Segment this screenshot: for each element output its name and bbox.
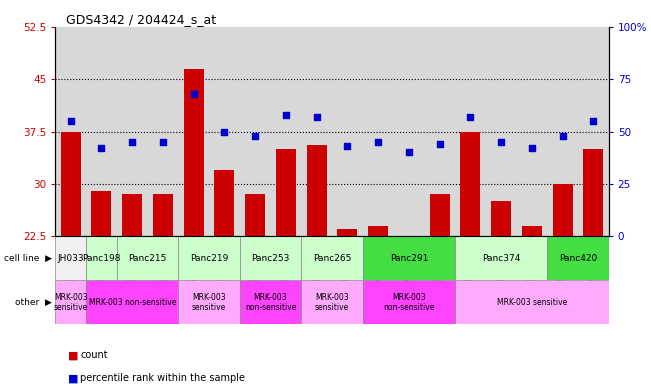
Point bbox=[189, 91, 199, 97]
Bar bbox=[122, 194, 142, 236]
Point bbox=[496, 139, 506, 145]
Point bbox=[219, 128, 230, 135]
Bar bbox=[455, 236, 547, 280]
Text: MRK-003
sensitive: MRK-003 sensitive bbox=[192, 293, 226, 312]
Text: Panc420: Panc420 bbox=[559, 254, 597, 263]
Point bbox=[127, 139, 137, 145]
Text: Panc291: Panc291 bbox=[390, 254, 428, 263]
Bar bbox=[363, 280, 455, 324]
Bar bbox=[153, 194, 173, 236]
Point bbox=[527, 145, 537, 151]
Point bbox=[311, 114, 322, 120]
Bar bbox=[368, 226, 388, 236]
Bar bbox=[363, 236, 455, 280]
Bar bbox=[240, 280, 301, 324]
Text: MRK-003
sensitive: MRK-003 sensitive bbox=[53, 293, 88, 312]
Bar bbox=[245, 194, 265, 236]
Bar bbox=[301, 236, 363, 280]
Bar bbox=[178, 236, 240, 280]
Bar bbox=[55, 280, 86, 324]
Text: Panc219: Panc219 bbox=[190, 254, 229, 263]
Text: Panc374: Panc374 bbox=[482, 254, 520, 263]
Text: Panc215: Panc215 bbox=[128, 254, 167, 263]
Bar bbox=[86, 236, 117, 280]
Point bbox=[373, 139, 383, 145]
Point bbox=[342, 143, 353, 149]
Text: MRK-003
non-sensitive: MRK-003 non-sensitive bbox=[383, 293, 435, 312]
Bar bbox=[61, 131, 81, 236]
Bar bbox=[178, 280, 240, 324]
Point bbox=[250, 132, 260, 139]
Point bbox=[66, 118, 76, 124]
Text: MRK-003 sensitive: MRK-003 sensitive bbox=[497, 298, 567, 307]
Text: Panc253: Panc253 bbox=[251, 254, 290, 263]
Point bbox=[404, 149, 414, 156]
Point bbox=[588, 118, 598, 124]
Bar bbox=[430, 194, 450, 236]
Bar bbox=[522, 226, 542, 236]
Bar bbox=[455, 280, 609, 324]
Bar bbox=[547, 236, 609, 280]
Bar bbox=[240, 236, 301, 280]
Point bbox=[96, 145, 107, 151]
Text: Panc198: Panc198 bbox=[82, 254, 120, 263]
Text: GDS4342 / 204424_s_at: GDS4342 / 204424_s_at bbox=[66, 13, 217, 26]
Point bbox=[281, 112, 291, 118]
Text: Panc265: Panc265 bbox=[313, 254, 351, 263]
Bar bbox=[86, 280, 178, 324]
Text: JH033: JH033 bbox=[57, 254, 84, 263]
Text: MRK-003
non-sensitive: MRK-003 non-sensitive bbox=[245, 293, 296, 312]
Bar bbox=[55, 236, 86, 280]
Bar bbox=[214, 170, 234, 236]
Bar bbox=[307, 146, 327, 236]
Point bbox=[557, 132, 568, 139]
Text: ■: ■ bbox=[68, 350, 79, 360]
Bar bbox=[460, 131, 480, 236]
Bar bbox=[184, 69, 204, 236]
Bar bbox=[301, 280, 363, 324]
Point bbox=[434, 141, 445, 147]
Text: ■: ■ bbox=[68, 373, 79, 383]
Text: MRK-003
sensitive: MRK-003 sensitive bbox=[315, 293, 349, 312]
Text: MRK-003 non-sensitive: MRK-003 non-sensitive bbox=[89, 298, 176, 307]
Bar bbox=[491, 201, 511, 236]
Bar bbox=[337, 229, 357, 236]
Bar bbox=[91, 191, 111, 236]
Point bbox=[158, 139, 168, 145]
Bar bbox=[117, 236, 178, 280]
Bar bbox=[583, 149, 603, 236]
Text: cell line  ▶: cell line ▶ bbox=[4, 254, 52, 263]
Text: percentile rank within the sample: percentile rank within the sample bbox=[80, 373, 245, 383]
Bar bbox=[553, 184, 573, 236]
Text: other  ▶: other ▶ bbox=[15, 298, 52, 307]
Text: count: count bbox=[80, 350, 107, 360]
Bar bbox=[276, 149, 296, 236]
Point bbox=[465, 114, 475, 120]
